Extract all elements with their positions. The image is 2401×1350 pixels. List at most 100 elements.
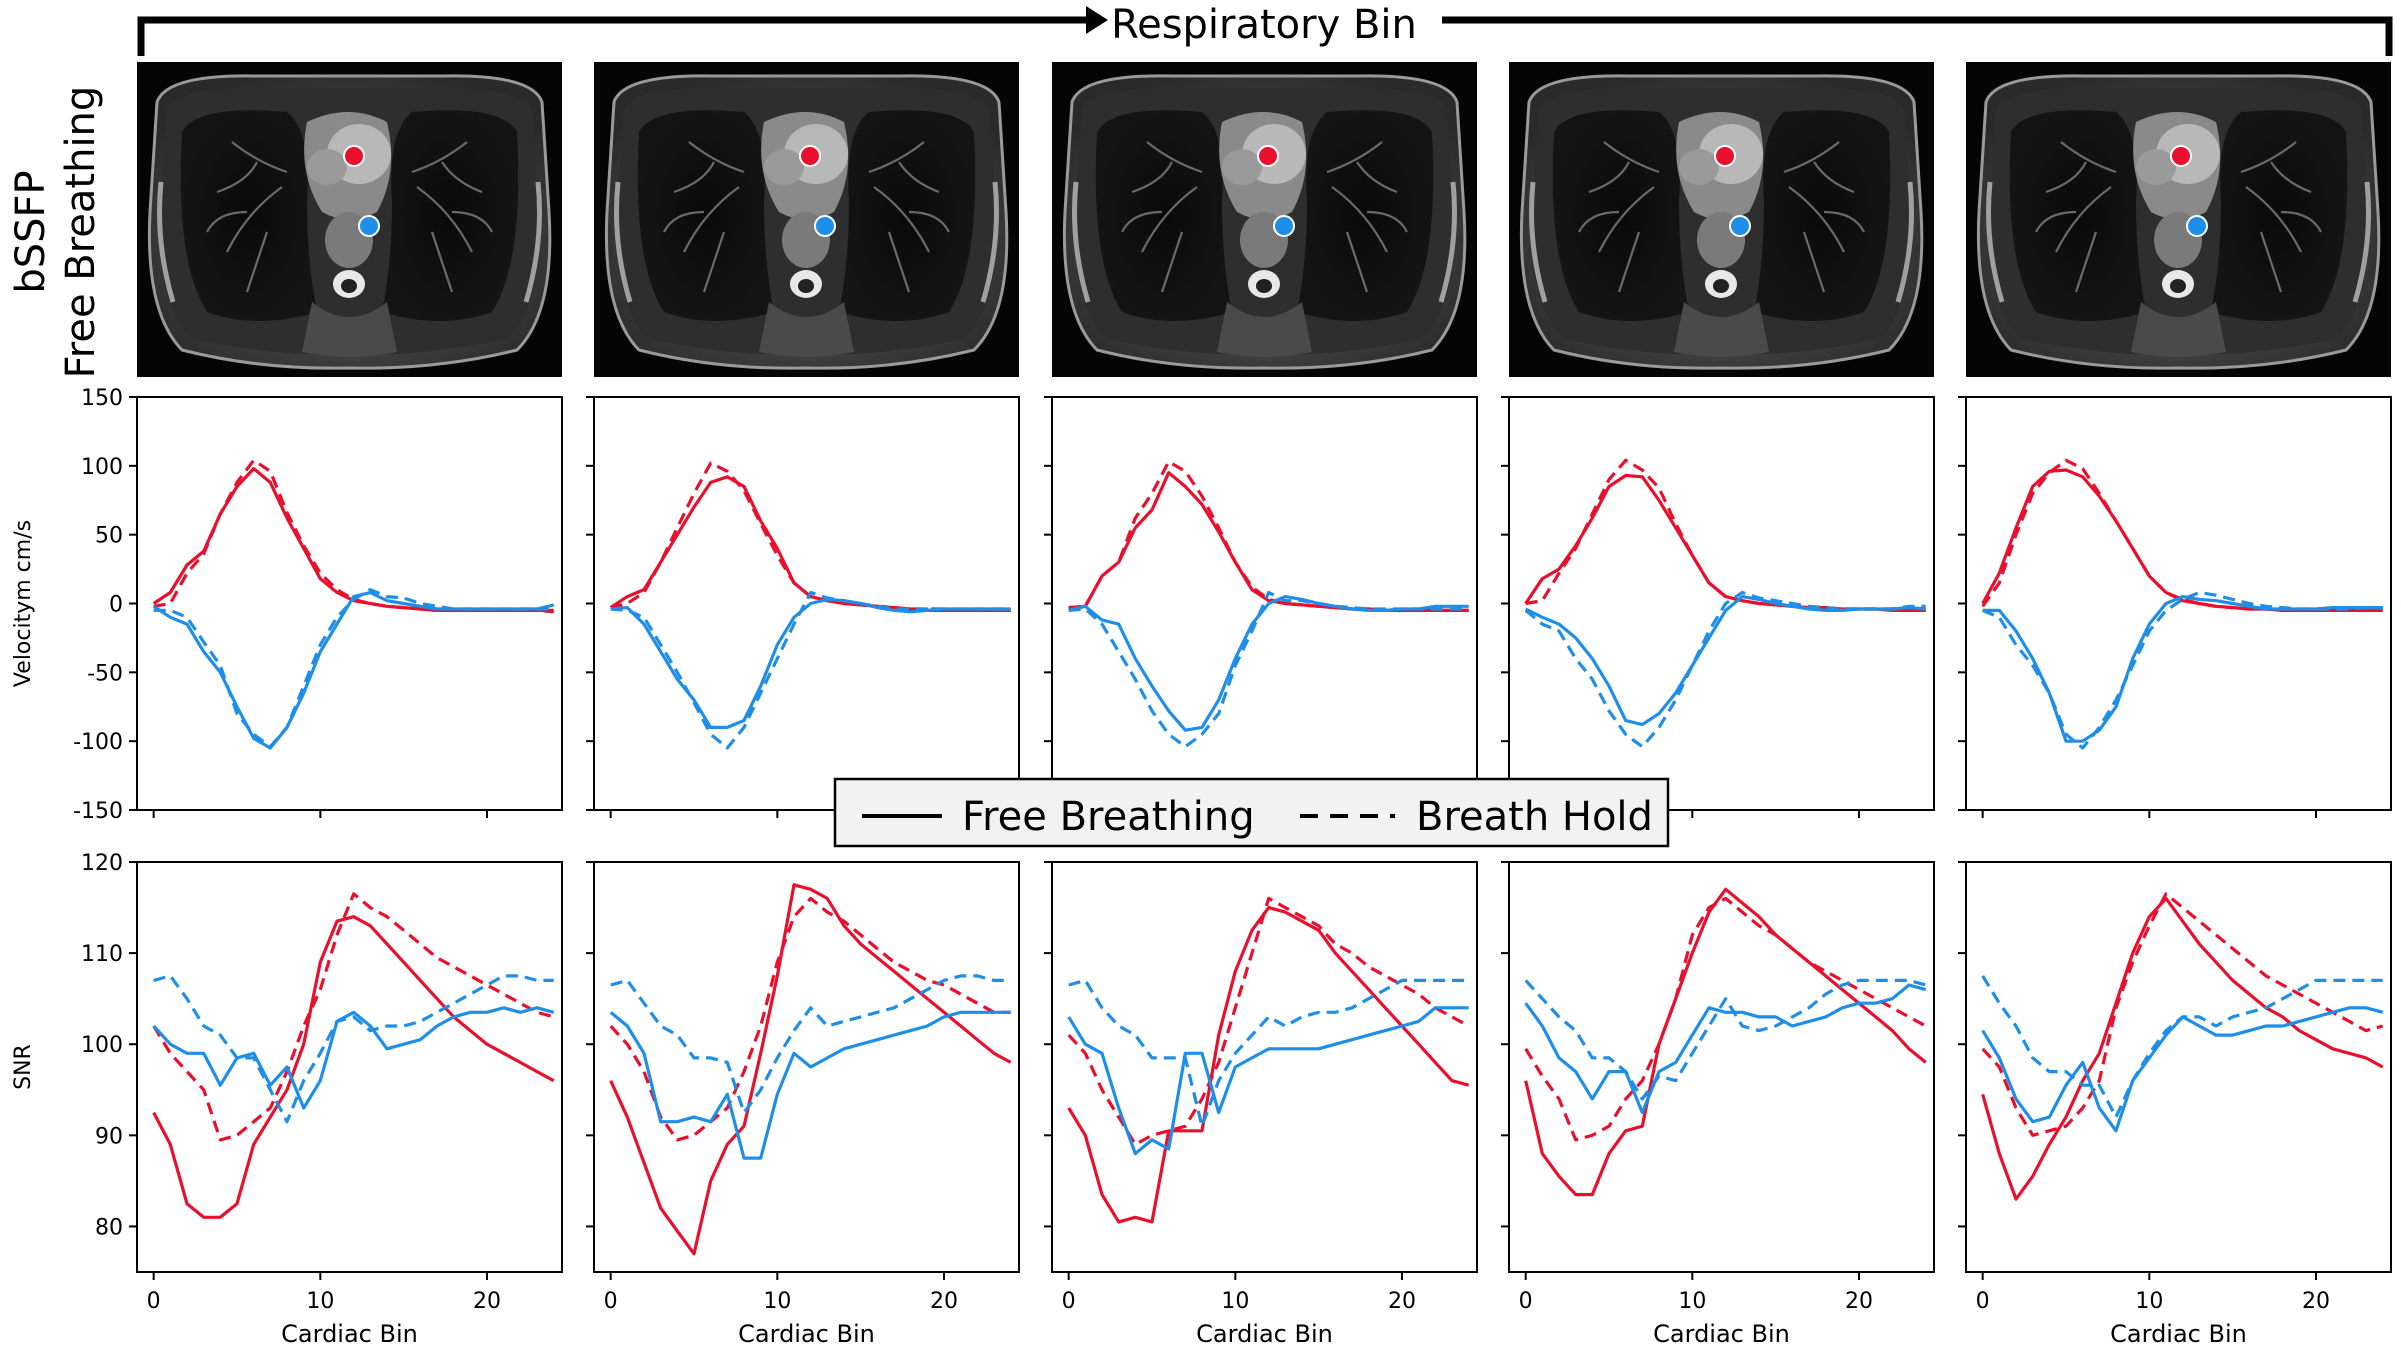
y-tick-label: -50 [87, 661, 123, 686]
descending-aorta-marker [814, 215, 836, 237]
snr-panel-2: 0 10 20 Cardiac Bin [586, 861, 1020, 1348]
axes-frame [593, 861, 1020, 1273]
axes-frame [1508, 396, 1935, 811]
ascending-aorta-marker [1257, 145, 1279, 167]
header-bracket-left [137, 16, 1086, 56]
series-line-blue-free-breathing [1067, 1006, 1469, 1156]
series-line-blue-free-breathing [1981, 1006, 2384, 1133]
snr-panel-4: 0 10 20 Cardiac Bin [1501, 861, 1935, 1348]
y-tick-label: 150 [81, 386, 123, 411]
mri-image-5 [1966, 62, 2391, 377]
x-tick-label: 20 [1388, 1289, 1416, 1314]
series-line-blue-breath-hold [1524, 590, 1926, 749]
series-line-red-breath-hold [1524, 896, 1927, 1142]
x-axis-label: Cardiac Bin [1196, 1320, 1333, 1348]
x-tick-label: 0 [147, 1289, 161, 1314]
x-axis-label: Cardiac Bin [1653, 1320, 1790, 1348]
series-line-blue-breath-hold [153, 974, 554, 1124]
y-tick-label: 100 [81, 1033, 123, 1058]
series-line-red-free-breathing [152, 467, 554, 613]
header-bracket-right [1442, 16, 2393, 56]
y-tick-label: 80 [95, 1215, 123, 1240]
series-line-red-breath-hold [1067, 896, 1470, 1147]
velocity-panel-5 [1958, 396, 2392, 818]
series-line-blue-free-breathing [1982, 594, 2383, 743]
series-line-red-breath-hold [153, 458, 554, 614]
series-line-blue-free-breathing [609, 1010, 1011, 1160]
velocity-panel-1: 150 100 50 0 -50 -100 -150 Velocitym cm/s [11, 386, 563, 824]
ascending-aorta-marker [799, 145, 821, 167]
series-line-blue-free-breathing [152, 590, 555, 750]
series-line-blue-free-breathing [1068, 594, 1469, 732]
series-line-red-free-breathing [1524, 473, 1926, 613]
series-line-blue-breath-hold [1068, 590, 1469, 749]
descending-aorta-marker [1729, 215, 1751, 237]
descending-aorta-marker [1273, 215, 1295, 237]
series-line-red-breath-hold [1981, 892, 2384, 1137]
legend: Free Breathing Breath Hold [833, 777, 1670, 848]
legend-box [833, 777, 1670, 848]
x-tick-label: 10 [1678, 1289, 1706, 1314]
y-tick-label: 90 [95, 1124, 123, 1149]
y-tick-label: 50 [95, 524, 123, 549]
series-line-red-free-breathing [1067, 905, 1470, 1224]
series-line-blue-breath-hold [153, 588, 554, 749]
y-tick-label: 110 [81, 942, 123, 967]
ascending-aorta-marker [2170, 145, 2192, 167]
snr-panel-3: 0 10 20 Cardiac Bin [1044, 861, 1478, 1348]
legend-solid-label: Free Breathing [962, 794, 1255, 840]
series-line-red-free-breathing [609, 475, 1011, 613]
respiratory-bin-header: Respiratory Bin [137, 2, 2393, 56]
x-tick-label: 10 [763, 1289, 791, 1314]
snr-panel-1: 0 10 20 120 110 100 90 80 Cardiac Bin SNR [11, 851, 563, 1348]
row-label-line2: Free Breathing [58, 86, 104, 379]
series-line-red-free-breathing [1981, 896, 2384, 1201]
x-tick-label: 10 [1221, 1289, 1249, 1314]
ascending-aorta-marker [1714, 145, 1736, 167]
arrow-right-icon [1086, 6, 1108, 34]
mri-image-1 [137, 62, 562, 377]
series-line-blue-breath-hold [610, 590, 1011, 750]
x-tick-label: 20 [930, 1289, 958, 1314]
x-tick-label: 20 [2302, 1289, 2330, 1314]
x-tick-label: 20 [473, 1289, 501, 1314]
series-line-red-breath-hold [1981, 458, 2383, 613]
x-axis-label: Cardiac Bin [281, 1320, 418, 1348]
series-line-blue-breath-hold [1982, 590, 2383, 750]
y-tick-label: 120 [81, 851, 123, 876]
mri-images [137, 62, 2391, 377]
ascending-aorta-marker [343, 145, 365, 167]
x-tick-label: 10 [306, 1289, 334, 1314]
series-line-red-breath-hold [609, 896, 1011, 1142]
axes-frame [593, 396, 1020, 811]
axes-frame [1508, 861, 1935, 1273]
series-line-blue-breath-hold [1524, 978, 1927, 1101]
series-line-red-free-breathing [609, 883, 1012, 1256]
x-tick-label: 0 [1062, 1289, 1076, 1314]
axes-frame [1965, 861, 2392, 1273]
x-tick-label: 0 [1976, 1289, 1990, 1314]
y-axis-label: SNR [11, 1044, 36, 1090]
row-label-line1: bSSFP [8, 170, 54, 293]
series-line-red-breath-hold [1525, 458, 1926, 612]
axes-frame [1051, 861, 1478, 1273]
x-tick-label: 10 [2135, 1289, 2163, 1314]
y-tick-label: 100 [81, 455, 123, 480]
series-line-blue-free-breathing [152, 1006, 555, 1110]
header-title: Respiratory Bin [1111, 2, 1417, 48]
series-line-red-breath-hold [1068, 460, 1469, 613]
y-tick-label: 0 [109, 593, 123, 618]
velocity-panel-3 [1044, 396, 1478, 818]
descending-aorta-marker [358, 215, 380, 237]
x-axis-label: Cardiac Bin [2110, 1320, 2247, 1348]
series-line-red-free-breathing [1981, 468, 2383, 613]
legend-dashed-label: Breath Hold [1416, 794, 1653, 840]
series-line-blue-breath-hold [1068, 978, 1469, 1128]
snr-panel-5: 0 10 20 Cardiac Bin [1958, 861, 2392, 1348]
mri-image-3 [1052, 62, 1477, 377]
x-tick-label: 0 [604, 1289, 618, 1314]
series-line-red-free-breathing [152, 915, 555, 1219]
mri-image-2 [594, 62, 1019, 377]
